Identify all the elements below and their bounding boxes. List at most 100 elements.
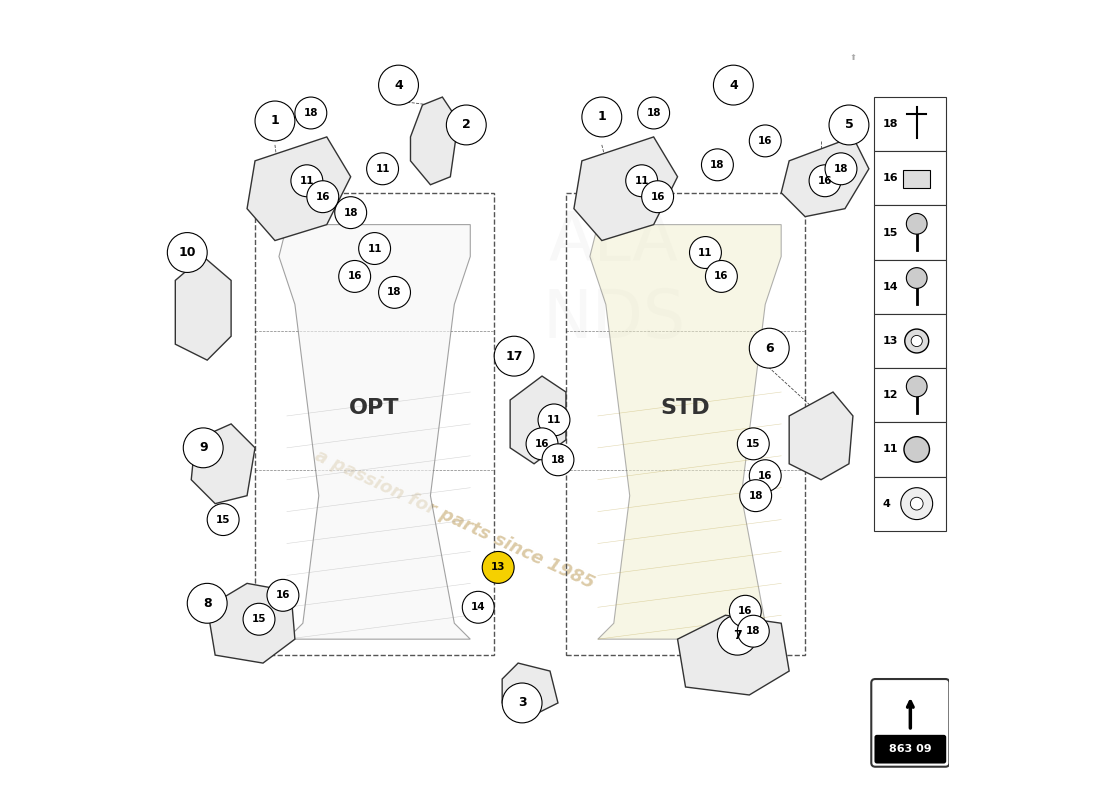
- Circle shape: [366, 153, 398, 185]
- Text: 6: 6: [764, 342, 773, 354]
- Text: ALA
NDS: ALA NDS: [542, 210, 685, 352]
- Circle shape: [378, 65, 418, 105]
- Text: 18: 18: [882, 119, 898, 129]
- FancyBboxPatch shape: [903, 170, 931, 188]
- Circle shape: [749, 460, 781, 492]
- Text: 4: 4: [394, 78, 403, 91]
- Text: 14: 14: [471, 602, 485, 612]
- Text: 11: 11: [882, 445, 898, 454]
- Polygon shape: [410, 97, 459, 185]
- Text: 18: 18: [711, 160, 725, 170]
- Text: 11: 11: [547, 415, 561, 425]
- Circle shape: [702, 149, 734, 181]
- FancyBboxPatch shape: [874, 314, 946, 368]
- Circle shape: [737, 428, 769, 460]
- Text: 18: 18: [304, 108, 318, 118]
- Text: 4: 4: [882, 498, 890, 509]
- Text: 11: 11: [698, 247, 713, 258]
- Text: 1: 1: [597, 110, 606, 123]
- Text: STD: STD: [661, 398, 711, 418]
- Circle shape: [378, 277, 410, 308]
- Circle shape: [295, 97, 327, 129]
- Text: 7: 7: [733, 629, 741, 642]
- FancyBboxPatch shape: [874, 368, 946, 422]
- Polygon shape: [279, 225, 471, 639]
- Text: 18: 18: [748, 490, 763, 501]
- Text: 8: 8: [202, 597, 211, 610]
- Text: 13: 13: [882, 336, 898, 346]
- Text: 18: 18: [343, 208, 358, 218]
- Text: 10: 10: [178, 246, 196, 259]
- Text: 16: 16: [714, 271, 728, 282]
- Polygon shape: [574, 137, 678, 241]
- Text: 16: 16: [650, 192, 664, 202]
- Circle shape: [334, 197, 366, 229]
- Circle shape: [904, 437, 930, 462]
- Circle shape: [739, 480, 771, 512]
- Circle shape: [538, 404, 570, 436]
- Text: 16: 16: [348, 271, 362, 282]
- FancyBboxPatch shape: [874, 151, 946, 206]
- Circle shape: [503, 683, 542, 723]
- FancyBboxPatch shape: [874, 206, 946, 260]
- Polygon shape: [781, 137, 869, 217]
- Text: 17: 17: [505, 350, 522, 362]
- Polygon shape: [191, 424, 255, 504]
- FancyBboxPatch shape: [874, 735, 946, 763]
- Circle shape: [714, 65, 754, 105]
- Circle shape: [638, 97, 670, 129]
- Circle shape: [810, 165, 842, 197]
- Polygon shape: [248, 137, 351, 241]
- Circle shape: [167, 233, 207, 273]
- FancyBboxPatch shape: [871, 679, 949, 766]
- Text: 4: 4: [729, 78, 738, 91]
- Circle shape: [829, 105, 869, 145]
- Text: 1: 1: [271, 114, 279, 127]
- Polygon shape: [678, 615, 789, 695]
- Text: 18: 18: [834, 164, 848, 174]
- Circle shape: [243, 603, 275, 635]
- Circle shape: [462, 591, 494, 623]
- Text: 15: 15: [252, 614, 266, 624]
- Text: 15: 15: [746, 439, 760, 449]
- Text: 3: 3: [518, 697, 527, 710]
- Circle shape: [207, 504, 239, 535]
- Text: a passion for parts since 1985: a passion for parts since 1985: [311, 446, 597, 593]
- Circle shape: [184, 428, 223, 468]
- Text: 18: 18: [647, 108, 661, 118]
- Circle shape: [582, 97, 621, 137]
- Circle shape: [447, 105, 486, 145]
- Circle shape: [187, 583, 227, 623]
- Text: 16: 16: [882, 174, 898, 183]
- Text: 16: 16: [738, 606, 752, 616]
- Text: 16: 16: [316, 192, 330, 202]
- Circle shape: [729, 595, 761, 627]
- Circle shape: [901, 488, 933, 519]
- Circle shape: [906, 376, 927, 397]
- Circle shape: [290, 165, 322, 197]
- Circle shape: [255, 101, 295, 141]
- FancyBboxPatch shape: [874, 260, 946, 314]
- Text: 12: 12: [882, 390, 898, 400]
- Circle shape: [542, 444, 574, 476]
- Text: 2: 2: [462, 118, 471, 131]
- Text: ⬆: ⬆: [849, 53, 857, 62]
- FancyBboxPatch shape: [874, 97, 946, 151]
- Text: 15: 15: [216, 514, 230, 525]
- Text: 14: 14: [882, 282, 898, 292]
- Circle shape: [626, 165, 658, 197]
- Text: 16: 16: [535, 439, 549, 449]
- Circle shape: [737, 615, 769, 647]
- Text: 16: 16: [758, 136, 772, 146]
- Text: 863 09: 863 09: [889, 744, 932, 754]
- Polygon shape: [503, 663, 558, 719]
- Text: 5: 5: [845, 118, 854, 131]
- Circle shape: [911, 335, 922, 346]
- Circle shape: [494, 336, 535, 376]
- Text: 16: 16: [758, 470, 772, 481]
- Text: 13: 13: [491, 562, 505, 573]
- Text: 16: 16: [276, 590, 290, 600]
- Circle shape: [526, 428, 558, 460]
- Circle shape: [749, 328, 789, 368]
- Polygon shape: [789, 392, 852, 480]
